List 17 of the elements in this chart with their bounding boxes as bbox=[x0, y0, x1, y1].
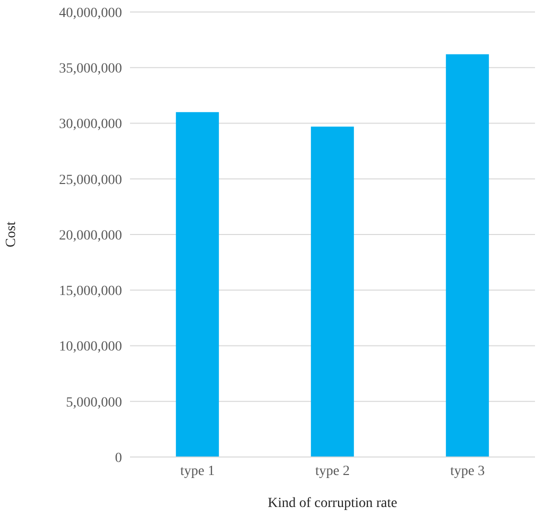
bar bbox=[446, 54, 489, 457]
y-tick-label: 30,000,000 bbox=[59, 117, 122, 132]
bar bbox=[310, 126, 354, 457]
x-tick-label: type 3 bbox=[450, 464, 485, 479]
y-tick-label: 25,000,000 bbox=[59, 172, 122, 188]
y-tick-label: 10,000,000 bbox=[59, 340, 122, 355]
bar bbox=[176, 112, 219, 457]
y-tick-label: 35,000,000 bbox=[59, 62, 122, 77]
x-tick-label: type 2 bbox=[315, 464, 350, 479]
y-tick-label: 0 bbox=[115, 450, 122, 466]
y-tick-label: 5,000,000 bbox=[66, 395, 122, 410]
y-tick-label: 20,000,000 bbox=[59, 228, 122, 244]
y-tick-label: 15,000,000 bbox=[59, 284, 122, 300]
y-axis-title: Cost bbox=[4, 222, 19, 248]
x-tick-label: type 1 bbox=[180, 464, 215, 479]
y-tick-label: 40,000,000 bbox=[59, 6, 122, 21]
x-axis-title: Kind of corruption rate bbox=[268, 496, 398, 511]
